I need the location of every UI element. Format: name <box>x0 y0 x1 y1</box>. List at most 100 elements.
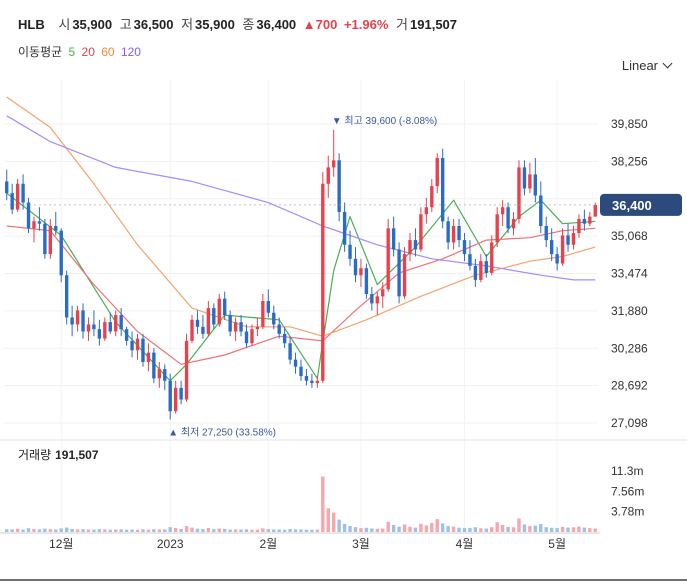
volume-bar <box>228 529 232 532</box>
volume-tick-label: 3.78m <box>611 505 644 519</box>
candle <box>26 197 31 234</box>
candle-body <box>582 218 587 224</box>
candle-body <box>500 207 505 215</box>
volume-bar <box>64 527 69 532</box>
volume-bar <box>506 526 510 532</box>
candle-body <box>206 308 211 334</box>
candle <box>141 333 145 367</box>
candle <box>402 247 407 299</box>
volume-bar <box>250 529 254 532</box>
volume-bar <box>212 529 216 532</box>
candle <box>419 207 423 252</box>
moving-average-label: 이동평균 <box>18 45 63 59</box>
candle <box>75 305 80 332</box>
candle <box>560 228 565 266</box>
candle-body <box>168 380 172 412</box>
candle <box>500 200 505 226</box>
candle <box>299 359 303 381</box>
candle <box>59 228 63 283</box>
moving-average-legend: 이동평균 5 20 60 120 <box>18 43 141 60</box>
volume-bar <box>108 529 112 532</box>
scale-dropdown[interactable]: Linear <box>621 58 673 73</box>
volume-bar <box>48 529 53 532</box>
candle-body <box>48 226 53 255</box>
volume-bar <box>337 519 341 532</box>
candle-body <box>272 312 276 325</box>
candle-body <box>495 214 499 243</box>
volume-bar <box>490 527 494 532</box>
volume-bar <box>566 527 570 532</box>
volume-bar <box>299 529 303 532</box>
volume-bar <box>146 529 151 532</box>
candle-body <box>462 240 467 255</box>
candle <box>266 289 270 318</box>
candle-body <box>577 218 581 234</box>
volume-bar <box>440 523 445 532</box>
volume-bar <box>54 529 58 532</box>
candle-body <box>54 226 58 231</box>
candle <box>223 291 227 320</box>
candle <box>124 326 129 346</box>
candle-body <box>555 254 559 264</box>
candle <box>272 305 276 330</box>
volume-bar <box>141 529 145 532</box>
ma-120-label[interactable]: 120 <box>120 45 141 59</box>
ma-20-label[interactable]: 20 <box>81 45 95 59</box>
candle-body <box>141 338 145 362</box>
candle-body <box>282 333 287 344</box>
candle-body <box>304 376 309 381</box>
volume-bar <box>272 529 276 532</box>
volume-bar <box>353 527 358 532</box>
y-tick-label: 31,880 <box>611 304 648 318</box>
candle-body <box>15 183 20 210</box>
candle-body <box>522 167 527 189</box>
candle <box>293 352 298 374</box>
ma-5-label[interactable]: 5 <box>68 45 76 59</box>
candle-body <box>75 310 80 325</box>
candle-body <box>21 183 25 203</box>
candle-body <box>479 261 483 280</box>
quote-header: HLB 시 35,900 고 36,500 저 35,900 종 36,400 ▲700… <box>18 14 457 33</box>
candle <box>239 315 243 337</box>
volume-bar <box>315 529 320 532</box>
volume-bar <box>293 529 298 532</box>
candle-body <box>391 228 396 250</box>
volume-bar <box>348 526 352 532</box>
candle <box>321 172 325 384</box>
volume-bar <box>217 528 221 532</box>
candle <box>10 183 14 215</box>
candle-body <box>152 352 156 379</box>
candle <box>212 303 216 330</box>
volume-bar <box>15 528 20 532</box>
candle <box>549 228 554 262</box>
candle <box>179 380 183 405</box>
candle <box>332 129 336 177</box>
volume-bar <box>277 529 281 532</box>
volume-bar <box>223 528 227 532</box>
volume-bar <box>495 522 499 532</box>
candle <box>15 179 20 212</box>
candle <box>440 148 445 229</box>
candle <box>555 247 559 271</box>
candle <box>359 258 363 287</box>
candle <box>255 317 260 337</box>
candle-body <box>539 195 543 226</box>
y-tick-label: 28,692 <box>611 379 648 393</box>
scale-label: Linear <box>621 58 658 73</box>
candle <box>217 294 221 327</box>
candle <box>577 214 581 238</box>
volume-bar <box>168 527 172 532</box>
volume-bar <box>539 523 543 532</box>
candle-body <box>37 221 42 224</box>
volume-bar <box>364 527 369 532</box>
volume-bars <box>5 476 597 532</box>
volume-bar <box>310 529 314 532</box>
candle-body <box>212 308 216 325</box>
ma-60-label[interactable]: 60 <box>101 45 115 59</box>
x-tick-label: 2023 <box>157 537 184 551</box>
candle <box>184 333 189 402</box>
candle-body <box>571 233 576 245</box>
candle <box>397 242 401 304</box>
change-value: ▲700 <box>302 17 338 32</box>
